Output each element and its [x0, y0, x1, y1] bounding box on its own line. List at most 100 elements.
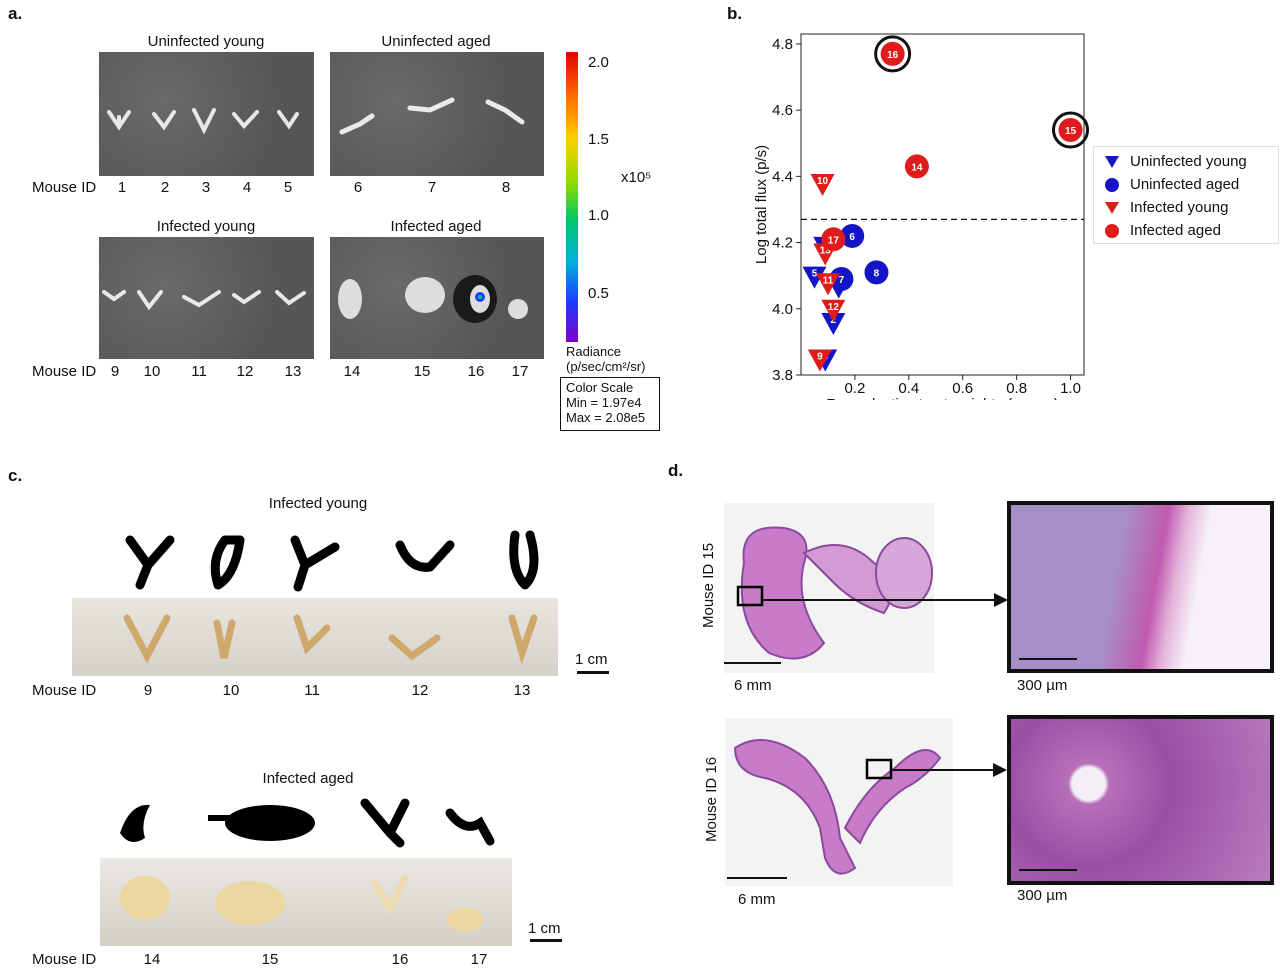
data-point-label: 15: [1065, 126, 1077, 137]
mouse-id: 12: [411, 682, 429, 699]
data-point-circle: [1058, 118, 1083, 143]
mouse-id: 3: [201, 179, 211, 196]
scale-label-6mm-15: 6 mm: [734, 677, 772, 694]
circle-icon: [1105, 223, 1119, 238]
scale-label-aged: 1 cm: [528, 920, 561, 937]
panel-a-letter: a.: [8, 4, 23, 23]
color-scale-max: Max = 2.08e5: [566, 410, 646, 425]
chart-legend: Uninfected young Uninfected aged Infecte…: [1093, 146, 1279, 244]
legend-item: Uninfected young: [1104, 153, 1247, 170]
photo-infected-young: [72, 598, 558, 676]
tissue-section: [736, 526, 933, 660]
panel-b-letter: b.: [727, 4, 743, 23]
data-point-label: 17: [828, 235, 840, 246]
histology-zoom-16: [1007, 715, 1274, 885]
legend-label: Uninfected aged: [1130, 176, 1240, 193]
mouse-id: 9: [143, 682, 153, 699]
color-scale-box: Color Scale Min = 1.97e4 Max = 2.08e5: [560, 377, 660, 431]
data-point-triangle: [807, 349, 832, 372]
ivis-image-uninfected-aged: [330, 52, 544, 176]
scale-label-300um-15: 300 µm: [1017, 677, 1068, 694]
title-infected-aged: Infected aged: [390, 218, 482, 235]
data-point-label: 10: [817, 176, 829, 187]
mouse-id: 8: [501, 179, 511, 196]
legend-item: Infected young: [1104, 199, 1228, 216]
x-axis-label: Reproductive tract weights (grams): [826, 396, 1059, 400]
data-point-label: 13: [820, 246, 832, 257]
y-tick-label: 4.2: [772, 235, 793, 252]
data-point-label: 7: [839, 275, 845, 286]
y-axis-label: Log total flux (p/s): [753, 145, 770, 264]
tract-outlines-young: [125, 530, 539, 592]
arrow-to-zoom-16: [891, 763, 1007, 777]
ivis-image-infected-aged: [330, 237, 544, 359]
colorbar-tick: 0.5: [588, 285, 609, 302]
title-infected-young-photo: Infected young: [268, 495, 368, 512]
mouse-id: 1: [117, 179, 127, 196]
mouse-id: 17: [511, 363, 529, 380]
color-scale-title: Color Scale: [566, 380, 634, 395]
scale-bar-young: [577, 671, 609, 674]
ivis-image-uninfected-young: [99, 52, 314, 176]
mouse-id: 7: [427, 179, 437, 196]
x-tick-label: 0.2: [844, 380, 865, 397]
mouse-id-label-row2: Mouse ID: [32, 363, 97, 380]
data-point-triangle: [821, 299, 846, 322]
scale-bar-300um-16: [1019, 869, 1077, 871]
mouse-id: 13: [513, 682, 531, 699]
radiance-label: Radiance: [566, 344, 621, 359]
tissue-section: [733, 739, 942, 875]
mouse-id: 17: [470, 951, 488, 968]
mouse-id-label-row1: Mouse ID: [32, 179, 97, 196]
colorbar-tick: 2.0: [588, 54, 609, 71]
photo-infected-aged: [100, 858, 512, 946]
mouse-id: 11: [191, 363, 207, 380]
data-point-triangle: [821, 313, 846, 336]
mouse-id: 10: [222, 682, 240, 699]
y-tick-label: 4.6: [772, 102, 793, 119]
mouse-id: 16: [467, 363, 485, 380]
inset-box: [736, 585, 764, 607]
tract-silhouettes: [338, 275, 528, 323]
legend-item: Infected aged: [1104, 222, 1221, 239]
tract-outlines-aged: [120, 798, 495, 848]
mouse-id: 2: [160, 179, 170, 196]
data-point-circle: [864, 260, 889, 285]
mouse-id-16-label: Mouse ID 16: [703, 756, 720, 842]
mouse-id: 14: [343, 363, 361, 380]
triangle-icon: [1105, 201, 1119, 214]
data-point-triangle: [810, 173, 835, 196]
data-point-triangle: [815, 273, 840, 296]
data-point-triangle: [802, 266, 827, 289]
x-tick-label: 0.8: [1006, 380, 1027, 397]
legend-label: Infected aged: [1130, 222, 1221, 239]
x-tick-label: 1.0: [1060, 380, 1081, 397]
triangle-icon: [1105, 155, 1119, 168]
mouse-id: 11: [304, 682, 320, 699]
mouse-id: 6: [353, 179, 363, 196]
radiance-units: (p/sec/cm²/sr): [566, 359, 646, 374]
tract-photos: [123, 614, 538, 665]
mouse-id: 12: [236, 363, 254, 380]
mouse-id: 16: [391, 951, 409, 968]
mouse-id: 13: [284, 363, 302, 380]
tract-silhouettes: [339, 97, 525, 135]
histology-overview-16: [725, 718, 953, 886]
mouse-id-label-young: Mouse ID: [32, 682, 97, 699]
mouse-id: 9: [110, 363, 120, 380]
mouse-id: 4: [242, 179, 252, 196]
title-infected-young: Infected young: [156, 218, 256, 235]
tract-silhouettes: [102, 290, 306, 311]
highlight-ring: [874, 35, 912, 73]
mouse-id: 14: [143, 951, 161, 968]
mouse-id: 15: [261, 951, 279, 968]
colorbar-tick: 1.5: [588, 131, 609, 148]
y-tick-label: 4.0: [772, 301, 793, 318]
colorbar-multiplier: x10⁵: [621, 169, 652, 186]
y-tick-label: 3.8: [772, 367, 793, 384]
data-point-label: 9: [817, 351, 823, 362]
plot-frame: [800, 33, 1085, 376]
title-uninfected-young: Uninfected young: [147, 33, 265, 50]
data-point-circle: [821, 227, 846, 252]
data-point-label: 12: [828, 302, 840, 313]
